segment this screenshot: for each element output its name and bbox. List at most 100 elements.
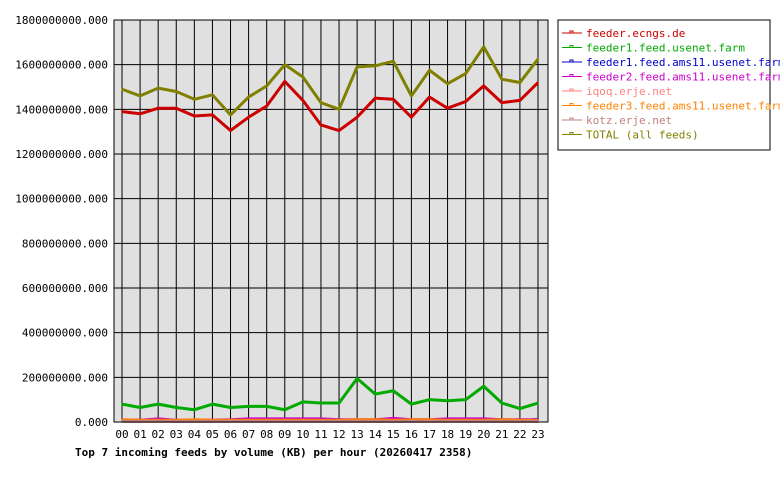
x-tick-label: 02 [152,428,165,441]
legend-entry: iqoq.erje.net [586,85,672,98]
data-point [247,116,250,118]
data-point [302,401,304,403]
data-point [537,402,539,404]
x-tick-label: 00 [115,428,128,441]
data-point [175,90,178,93]
data-point [410,403,413,405]
x-tick-label: 11 [314,428,327,441]
y-tick-label: 400000000.000 [22,327,108,340]
data-point [374,393,377,395]
data-point [320,101,322,104]
x-tick-label: 08 [260,428,273,441]
data-point [320,124,322,126]
legend-entry: feeder1.feed.usenet.farm [586,42,745,55]
series-line [121,45,540,117]
data-point [283,408,286,411]
grid [114,19,548,423]
data-point [464,398,467,401]
data-point [121,110,123,113]
data-point [139,95,141,97]
data-point [537,81,539,84]
x-tick-label: 17 [423,428,436,441]
x-tick-label: 16 [405,428,418,441]
legend: feeder.ecngs.de feeder1.feed.usenet.farm f… [557,19,780,151]
data-point [193,98,196,101]
data-point [320,402,322,404]
x-tick-label: 09 [278,428,291,441]
data-point [338,402,340,404]
legend-marker [569,88,574,92]
data-point [501,402,503,404]
y-tick-label: 1400000000.000 [15,103,108,116]
data-point [175,406,178,409]
data-point [482,85,485,87]
data-point [356,116,358,118]
series-line [121,376,539,412]
y-tick-label: 0.000 [75,416,108,429]
x-tick-label: 15 [387,428,400,441]
series-lines [121,45,540,423]
y-tick-label: 600000000.000 [22,282,108,295]
x-tick-label: 22 [513,428,526,441]
data-point [247,405,250,408]
legend-entry: kotz.erje.net [586,114,672,127]
data-point [229,114,232,116]
x-tick-label: 20 [477,428,490,441]
data-point [247,96,250,98]
data-point [265,85,268,87]
legend-marker [569,74,574,77]
legend-entry: TOTAL (all feeds) [586,129,699,142]
x-tick-label: 07 [242,428,255,441]
legend-marker [569,59,574,63]
data-point [464,72,467,75]
x-tick-label: 04 [188,428,202,441]
data-point [501,101,503,104]
x-tick-label: 03 [170,428,183,441]
data-point [356,66,358,68]
data-point [446,399,449,402]
data-point [211,94,214,96]
data-point [157,107,159,110]
data-point [519,407,521,410]
data-point [175,107,178,110]
legend-entry: feeder3.feed.ams11.usenet.farm [586,100,780,113]
data-point [482,46,485,48]
data-point [211,403,214,405]
data-point [139,406,141,409]
data-point [537,58,539,60]
legend-marker [569,30,574,34]
data-point [229,129,232,132]
plot-area [114,20,548,422]
x-tick-label: 13 [351,428,364,441]
series-line [121,79,540,133]
x-tick-label: 21 [495,428,508,441]
data-point [283,63,286,66]
data-point [392,98,395,101]
data-point [265,105,268,107]
data-point [139,113,141,115]
x-tick-label: 10 [296,428,309,441]
chart-title: Top 7 incoming feeds by volume (KB) per … [75,446,472,459]
data-point [265,405,268,408]
data-point [428,398,431,401]
x-tick-label: 23 [531,428,544,441]
data-point [193,115,196,117]
data-point [283,80,286,83]
x-tick-label: 12 [332,428,345,441]
data-point [338,129,340,132]
data-point [302,99,304,102]
x-tick-label: 18 [441,428,454,441]
data-point [501,78,503,80]
plot-border [113,19,549,423]
y-tick-label: 1000000000.000 [15,193,108,206]
x-tick-label: 01 [133,428,146,441]
data-point [302,76,304,78]
data-point [410,95,413,97]
legend-entry: feeder.ecngs.de [586,27,685,40]
data-point [410,116,413,118]
data-point [446,107,449,110]
data-point [356,377,358,380]
data-point [374,64,377,67]
data-point [428,96,431,98]
